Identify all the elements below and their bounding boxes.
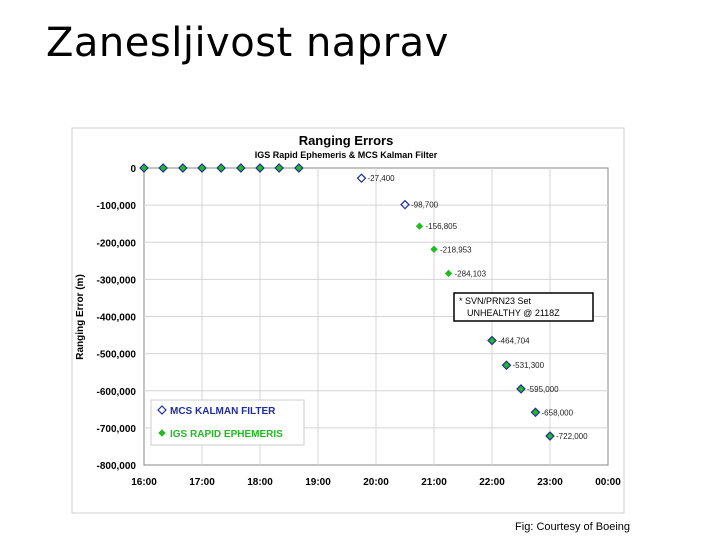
igs-data-point: [430, 245, 438, 253]
igs-data-point: [415, 222, 424, 230]
data-label: -156,805: [426, 222, 458, 231]
igs-data-point: [256, 164, 264, 172]
mcs-data-point: [516, 384, 526, 394]
igs-data-point: [531, 408, 540, 416]
y-tick-label: -400,000: [97, 313, 137, 324]
y-tick-label: -200,000: [97, 238, 137, 249]
mcs-data-point: [501, 360, 512, 371]
x-tick-label: 19:00: [305, 477, 331, 488]
mcs-data-point: [197, 163, 207, 173]
x-tick-label: 00:00: [595, 477, 621, 488]
legend-box: [150, 399, 305, 446]
mcs-data-point: [545, 431, 555, 441]
annotation-line-2: UNHEALTHY @ 2118Z: [467, 308, 560, 318]
data-label: -27,400: [368, 174, 396, 183]
igs-data-point: [517, 385, 525, 393]
x-tick-label: 22:00: [479, 477, 505, 488]
y-tick-label: -700,000: [97, 424, 137, 435]
y-axis-label: Ranging Error (m): [75, 274, 86, 360]
y-tick-label: -800,000: [97, 461, 137, 472]
chart-title: Ranging Errors: [299, 133, 394, 148]
y-tick-label: -600,000: [97, 387, 137, 398]
data-label: -531,300: [513, 361, 545, 370]
x-tick-label: 16:00: [131, 477, 157, 488]
igs-data-point: [502, 361, 511, 369]
y-tick-label: -300,000: [97, 275, 137, 286]
data-label: -722,000: [556, 432, 588, 441]
mcs-data-point: [294, 163, 304, 173]
igs-data-point: [488, 336, 496, 345]
annotation-box: * SVN/PRN23 Set UNHEALTHY @ 2118Z: [453, 292, 594, 322]
data-label: -658,000: [542, 408, 574, 417]
x-tick-label: 20:00: [363, 477, 389, 488]
legend-marker-mcs: [157, 405, 167, 415]
data-label: -464,704: [498, 337, 530, 346]
annotation-line-1: * SVN/PRN23 Set: [459, 296, 532, 306]
igs-data-point: [275, 164, 283, 172]
legend-label-mcs: MCS KALMAN FILTER: [170, 406, 276, 417]
data-label: -284,103: [455, 269, 487, 278]
legend: MCS KALMAN FILTER IGS RAPID EPHEMERIS: [150, 399, 305, 446]
chart-subtitle: IGS Rapid Ephemeris & MCS Kalman Filter: [255, 150, 438, 160]
igs-data-point: [217, 164, 225, 172]
mcs-data-point: [487, 335, 497, 346]
mcs-data-point: [236, 163, 246, 173]
igs-data-point: [295, 164, 303, 172]
legend-label-igs: IGS RAPID EPHEMERIS: [170, 429, 283, 440]
igs-data-point: [140, 164, 148, 172]
data-label: -595,000: [527, 385, 559, 394]
mcs-data-point: [255, 163, 265, 173]
mcs-data-point: [158, 163, 168, 173]
y-tick-label: 0: [130, 164, 136, 175]
igs-data-point: [179, 164, 187, 172]
igs-data-point: [546, 432, 554, 440]
mcs-data-point: [274, 163, 284, 173]
slide-title: Zanesljivost naprav: [46, 20, 449, 66]
x-tick-label: 21:00: [421, 477, 447, 488]
mcs-data-point: [178, 163, 188, 173]
igs-data-point: [198, 164, 206, 172]
mcs-data-point: [400, 199, 410, 210]
figure-caption: Fig: Courtesy of Boeing: [515, 521, 630, 533]
y-tick-label: -100,000: [97, 201, 137, 212]
y-tick-label: -500,000: [97, 350, 137, 361]
x-tick-label: 17:00: [189, 477, 215, 488]
igs-data-point: [444, 269, 453, 278]
data-label: -218,953: [440, 245, 472, 254]
mcs-data-point: [139, 163, 149, 173]
data-label: -98,700: [411, 201, 439, 210]
legend-marker-igs: [158, 429, 166, 437]
mcs-data-point: [530, 407, 541, 418]
data-points: [139, 163, 555, 441]
mcs-data-point: [356, 173, 367, 184]
x-tick-label: 18:00: [247, 477, 273, 488]
igs-data-point: [237, 164, 245, 172]
igs-data-point: [159, 164, 167, 172]
x-tick-label: 23:00: [537, 477, 563, 488]
mcs-data-point: [216, 163, 226, 173]
tick-labels: 16:00 17:00 18:00 19:00 20:00 21:00 22:00 23:00…: [97, 164, 622, 488]
data-labels: -156,805 -218,953 -284,103 -27,400 -98,700 -4…: [368, 174, 589, 441]
